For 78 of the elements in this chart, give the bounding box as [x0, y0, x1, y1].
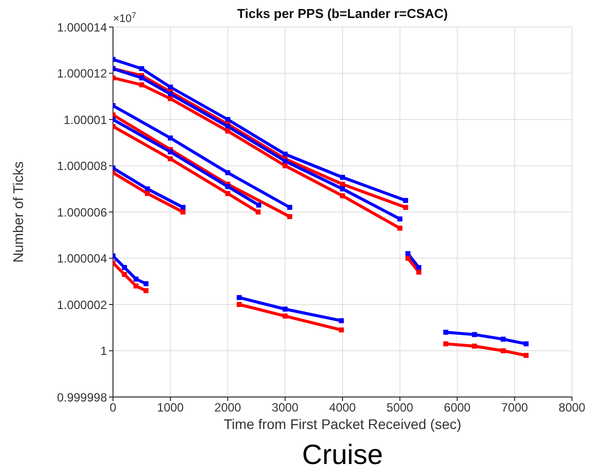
point: [139, 66, 144, 72]
point: [282, 163, 288, 168]
point: [225, 128, 230, 134]
point: [122, 265, 127, 270]
point: [225, 184, 230, 190]
point: [287, 204, 292, 210]
point: [524, 352, 529, 358]
x-tick-label: 7000: [501, 400, 528, 415]
x-tick-label: 3000: [272, 400, 299, 415]
point: [397, 226, 402, 231]
point: [416, 270, 422, 275]
point: [168, 96, 173, 102]
point: [405, 251, 410, 256]
point: [168, 84, 173, 90]
point: [282, 158, 288, 164]
point: [168, 92, 173, 97]
point: [225, 117, 230, 122]
point: [405, 256, 410, 261]
point: [139, 82, 144, 88]
x-tick-label: 4000: [329, 400, 356, 415]
y-tick-label: 1.000006: [56, 205, 108, 220]
point: [443, 341, 448, 346]
point: [472, 332, 477, 338]
point: [256, 210, 261, 214]
y-tick-label: 1: [100, 344, 108, 358]
point: [340, 182, 345, 187]
point: [403, 198, 408, 203]
point: [225, 170, 230, 176]
point: [143, 281, 148, 286]
point: [500, 348, 506, 354]
point: [168, 156, 173, 162]
point: [236, 295, 242, 300]
point: [144, 186, 150, 192]
point: [416, 265, 422, 270]
point: [340, 174, 345, 180]
point: [524, 341, 529, 346]
point: [282, 314, 288, 319]
point: [143, 288, 148, 294]
point: [256, 202, 262, 208]
point: [168, 136, 173, 140]
y-tick-label: 1.000012: [56, 66, 108, 81]
point: [133, 284, 138, 288]
y-tick-label: 0.999998: [56, 390, 108, 404]
text: ×10$^{7}$: [113, 10, 137, 25]
x-tick-label: 8000: [558, 400, 586, 415]
point: [282, 306, 288, 312]
point: [443, 330, 448, 335]
x-tick-label: 1000: [157, 400, 184, 415]
point: [236, 302, 242, 307]
point: [133, 276, 138, 282]
y-tick-label: 1.000014: [56, 20, 108, 34]
point: [338, 318, 344, 324]
chart-title: Ticks per PPS (b=Lander r=CSAC): [237, 6, 448, 21]
y-tick-label: 1.000002: [56, 298, 108, 312]
point: [397, 216, 402, 222]
x-tick-label: 6000: [444, 400, 471, 415]
point: [144, 191, 150, 196]
point: [287, 214, 292, 220]
point: [472, 344, 477, 349]
y-tick-label: 1.00001: [64, 112, 108, 127]
point: [122, 272, 127, 277]
point: [282, 152, 288, 157]
text: Cruise: [302, 439, 383, 470]
x-tick-label: 5000: [386, 400, 414, 415]
point: [340, 186, 345, 192]
point: [403, 204, 408, 210]
point: [180, 210, 186, 214]
point: [338, 327, 344, 332]
point: [500, 336, 506, 342]
point: [225, 191, 230, 196]
x-tick-label: 2000: [214, 400, 242, 415]
x-tick-label: 0: [110, 400, 117, 415]
point: [180, 204, 186, 210]
y-tick-label: 1.000004: [56, 252, 108, 266]
point: [340, 193, 345, 198]
x-axis-title: Time from First Packet Received (sec): [224, 416, 462, 432]
y-tick-label: 1.000008: [56, 159, 108, 174]
y-axis-title: Number of Ticks: [10, 161, 26, 263]
